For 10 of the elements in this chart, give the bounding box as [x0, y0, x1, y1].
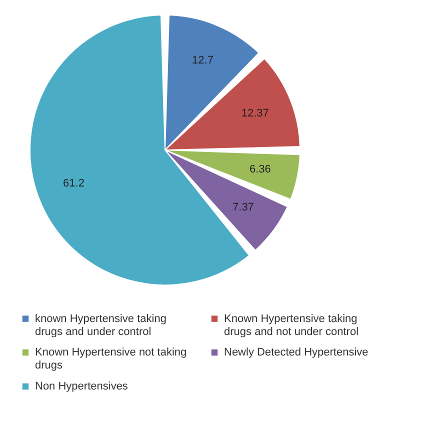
data-label: 61.2: [63, 178, 84, 190]
data-label: 7.37: [232, 202, 254, 214]
data-label: 12.37: [241, 108, 269, 120]
legend-label: known Hypertensive taking drugs and under control: [35, 312, 166, 338]
legend-label: Known Hypertensive taking drugs and not under control: [224, 312, 359, 338]
data-label: 6.36: [249, 164, 271, 176]
legend-label: Newly Detected Hypertensive: [224, 346, 368, 358]
data-label: 12.7: [192, 54, 214, 66]
legend-label: Non Hypertensives: [35, 380, 128, 392]
legend-label: Known Hypertensive not taking drugs: [35, 346, 187, 372]
